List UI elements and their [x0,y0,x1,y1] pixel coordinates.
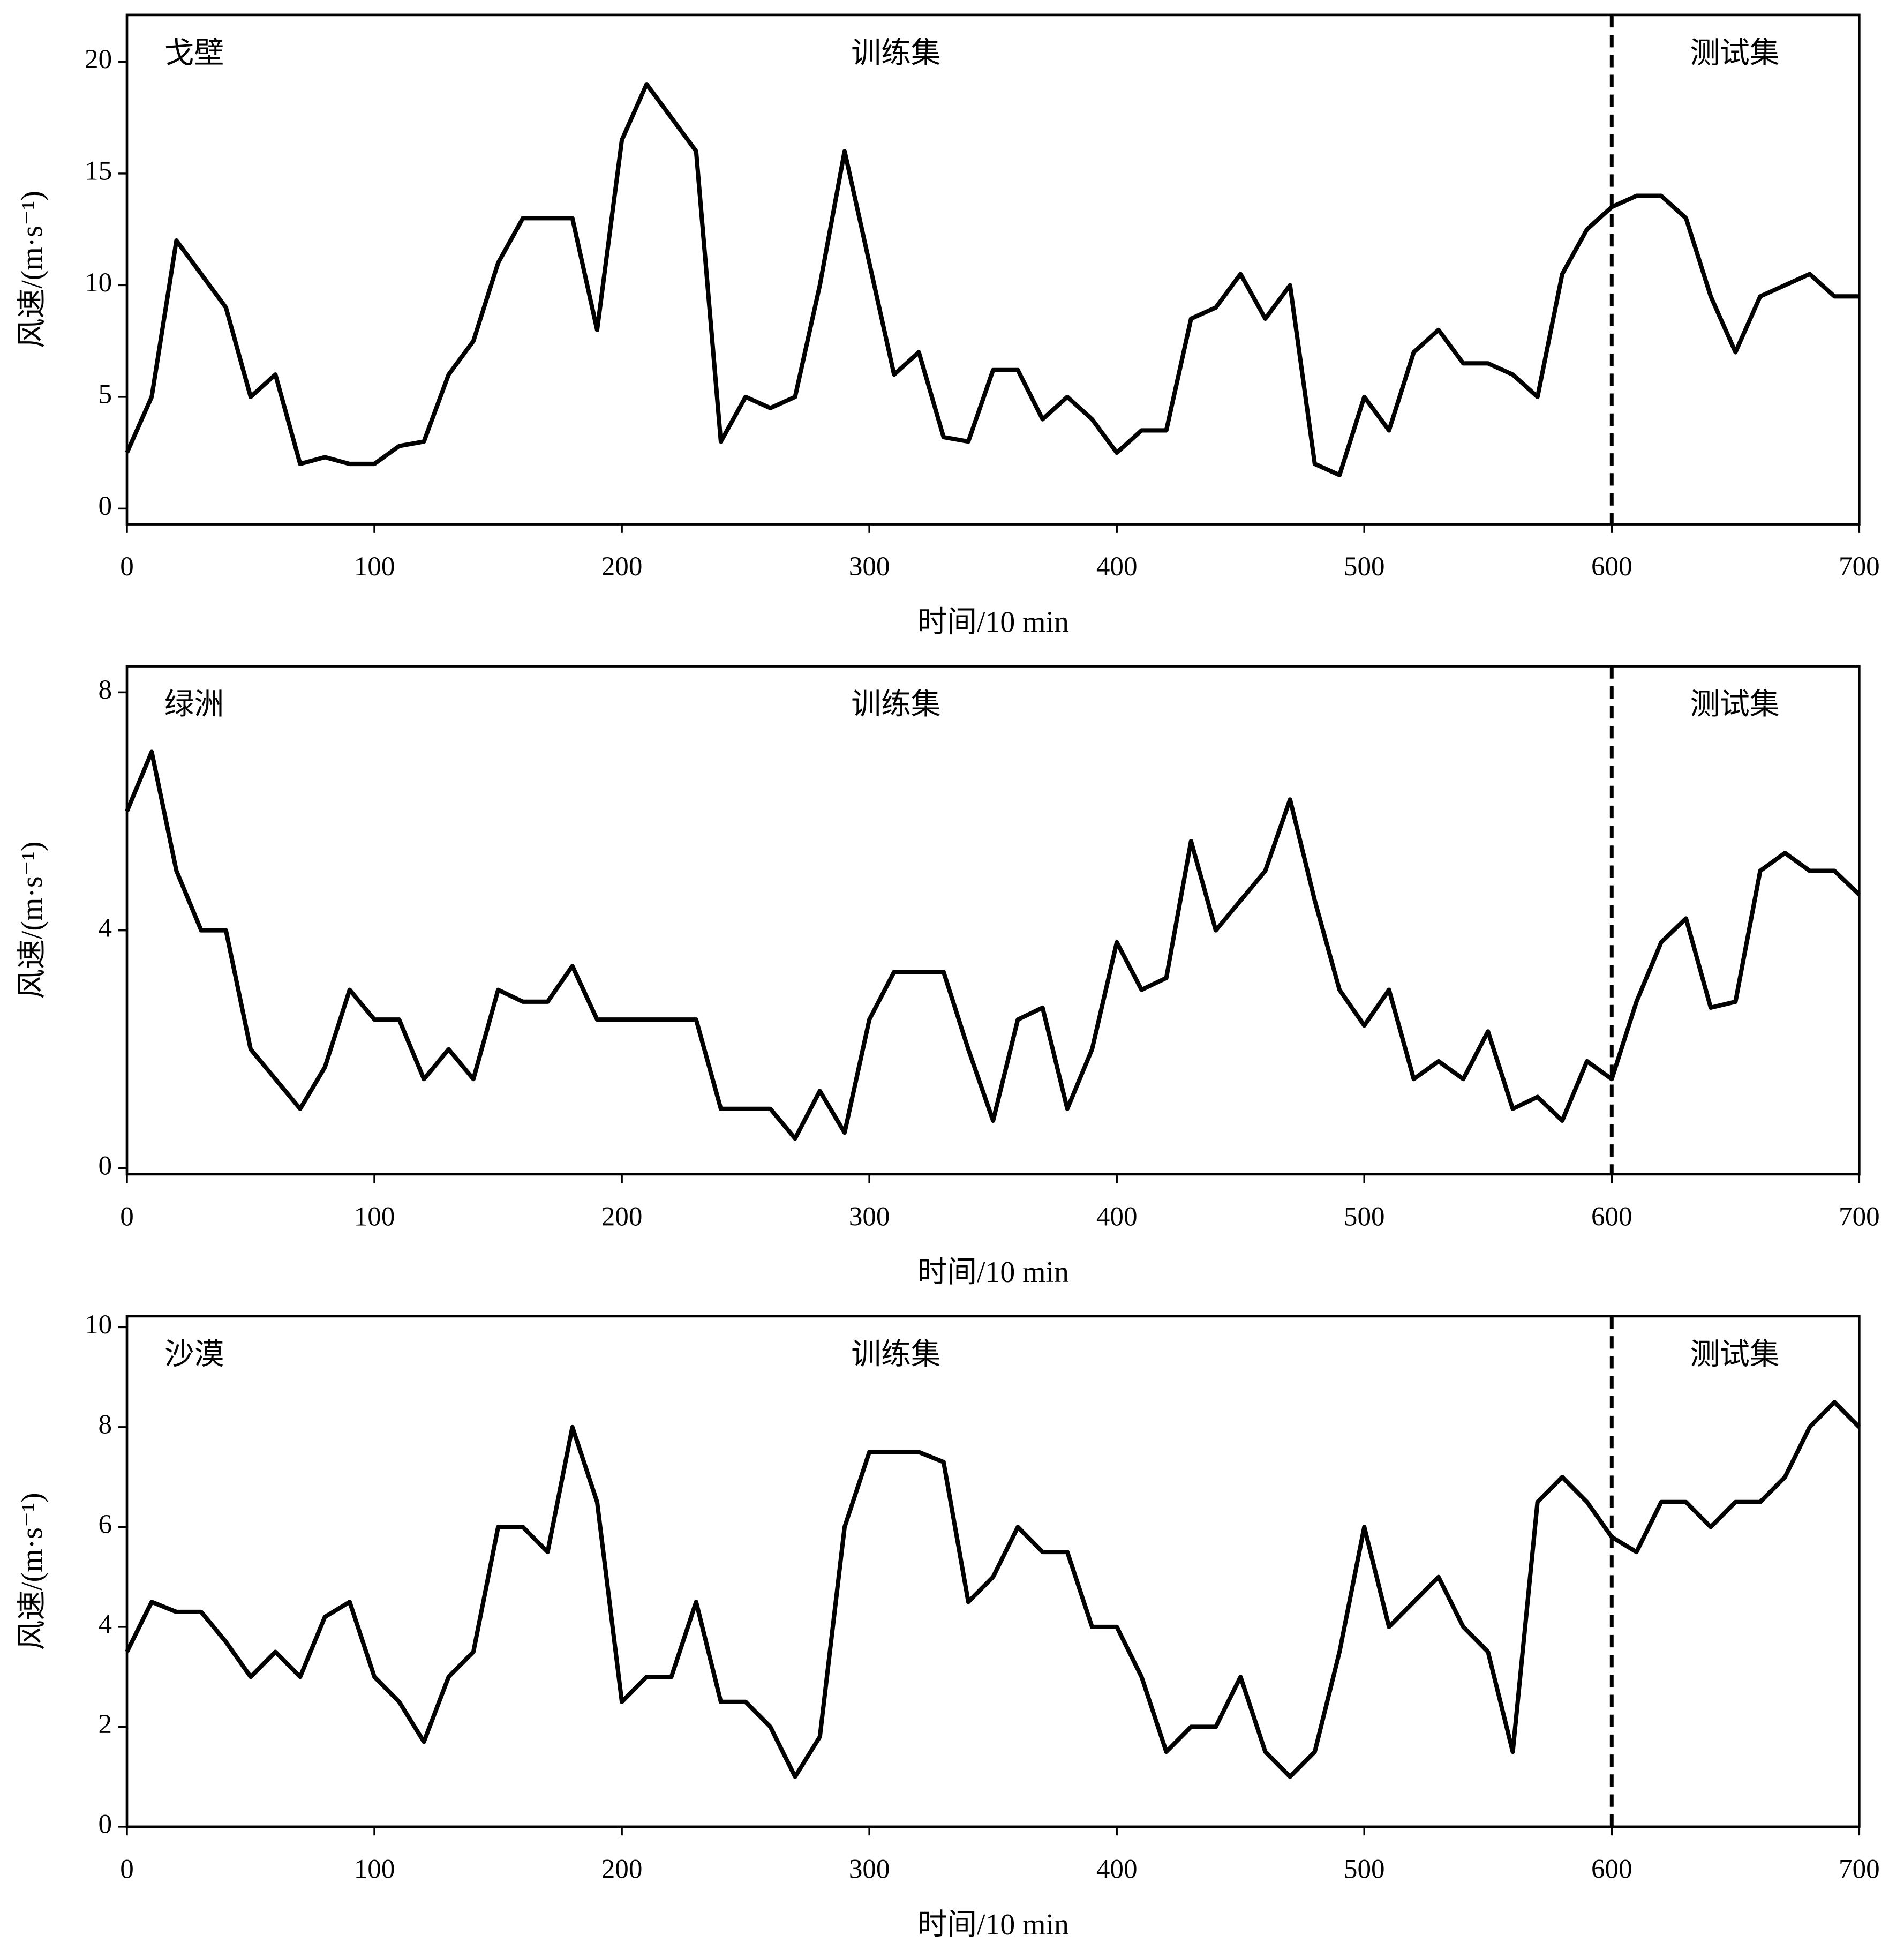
x-tick-label: 400 [1096,551,1138,582]
x-tick-label: 0 [120,1201,134,1232]
x-tick-label: 400 [1096,1201,1138,1232]
x-tick-label: 100 [354,1854,395,1884]
x-tick-label: 200 [601,1854,643,1884]
data-line [125,749,1861,1141]
x-tick-label: 700 [1839,551,1880,582]
y-tick-label: 0 [99,491,112,521]
test-label: 测试集 [1690,1338,1779,1371]
test-label: 测试集 [1690,36,1779,70]
plot-frame [125,1315,1861,1828]
test-label: 测试集 [1690,688,1779,721]
region-label: 沙漠 [164,1338,224,1371]
y-tick-label: 8 [99,674,112,705]
x-tick-label: 500 [1344,1854,1385,1884]
y-tick-label: 15 [85,156,112,186]
x-axis-label: 时间/10 min [917,1256,1069,1289]
x-tick-label: 0 [120,551,134,582]
x-tick-label: 700 [1839,1854,1880,1884]
x-tick-label: 600 [1591,1854,1632,1884]
x-tick-label: 600 [1591,551,1632,582]
x-tick-label: 300 [849,551,890,582]
data-line [125,82,1860,477]
plot-frame [125,665,1861,1176]
x-tick-label: 500 [1344,551,1385,582]
x-tick-label: 0 [120,1854,134,1884]
data-line [125,1400,1861,1779]
y-tick-label: 10 [85,1309,112,1340]
x-tick-label: 200 [601,551,643,582]
y-tick-label: 8 [99,1409,112,1440]
x-tick-label: 200 [601,1201,643,1232]
y-tick-label: 10 [85,267,112,298]
train-label: 训练集 [851,1338,940,1371]
y-tick-label: 20 [85,44,112,74]
x-tick-label: 100 [354,551,395,582]
y-tick-label: 4 [99,912,112,943]
x-tick-label: 500 [1344,1201,1385,1232]
region-label: 绿洲 [164,688,224,721]
x-tick-label: 400 [1096,1854,1138,1884]
y-axis-label: 风速/(m·s⁻¹) [16,191,49,348]
x-tick-label: 100 [354,1201,395,1232]
y-tick-label: 6 [99,1509,112,1540]
y-tick-label: 0 [99,1809,112,1840]
x-tick-label: 600 [1591,1201,1632,1232]
train-label: 训练集 [851,688,940,721]
y-tick-label: 5 [99,379,112,410]
x-axis-label: 时间/10 min [917,606,1069,639]
y-tick-label: 0 [99,1151,112,1181]
x-tick-label: 700 [1839,1201,1880,1232]
y-tick-label: 4 [99,1609,112,1640]
plot-frame [125,13,1861,526]
x-axis-label: 时间/10 min [917,1908,1069,1941]
y-tick-label: 2 [99,1709,112,1739]
region-label: 戈壁 [164,36,224,70]
y-axis-label: 风速/(m·s⁻¹) [16,1492,49,1650]
x-tick-label: 300 [849,1201,890,1232]
train-label: 训练集 [851,36,940,70]
x-tick-label: 300 [849,1854,890,1884]
y-axis-label: 风速/(m·s⁻¹) [16,842,49,999]
